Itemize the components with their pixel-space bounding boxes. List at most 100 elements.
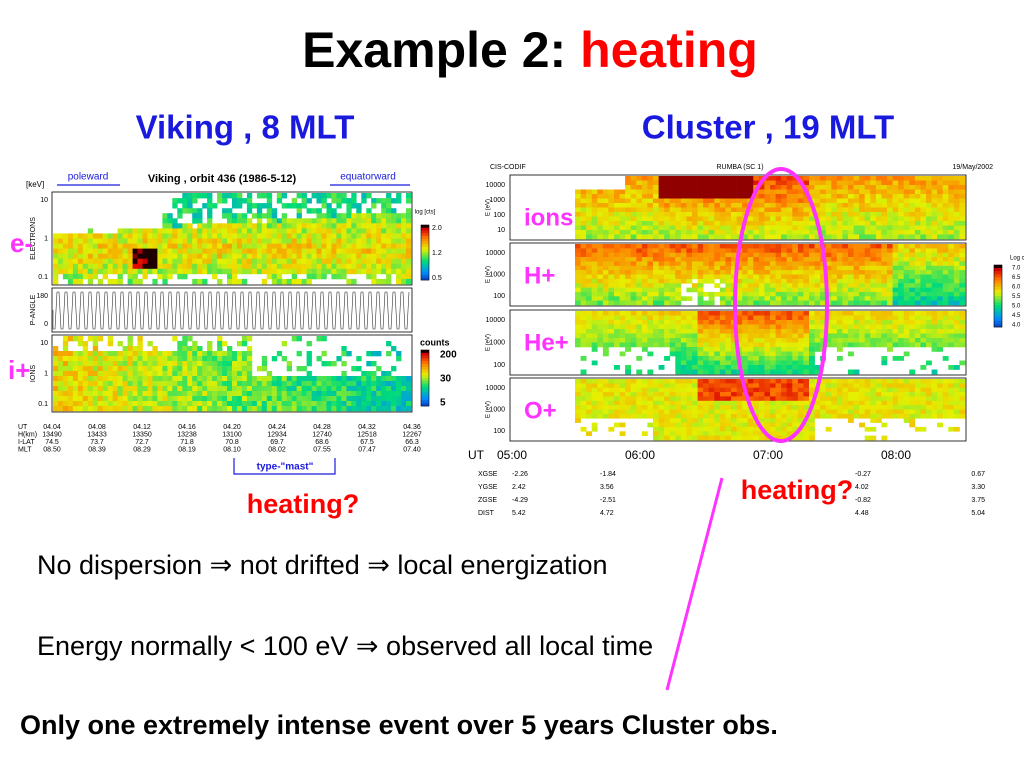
spectrogram-cell — [386, 341, 391, 346]
spectrogram-cell — [581, 396, 587, 401]
spectrogram-cell — [148, 259, 153, 264]
spectrogram-cell — [770, 316, 776, 321]
spectrogram-cell — [586, 379, 592, 384]
spectrogram-cell — [581, 212, 587, 217]
spectrogram-cell — [597, 311, 603, 316]
table-cell: 66.3 — [405, 439, 419, 446]
spectrogram-cell — [670, 199, 676, 204]
spectrogram-cell — [703, 203, 709, 208]
spectrogram-cell — [182, 228, 187, 233]
spectrogram-cell — [770, 235, 776, 240]
spectrogram-cell — [720, 365, 726, 370]
spectrogram-cell — [893, 212, 899, 217]
spectrogram-cell — [898, 301, 904, 306]
spectrogram-cell — [731, 176, 737, 181]
spectrogram-cell — [625, 244, 631, 249]
spectrogram-cell — [781, 181, 787, 186]
spectrogram-cell — [659, 203, 665, 208]
spectrogram-cell — [272, 396, 277, 401]
spectrogram-cell — [187, 386, 192, 391]
spectrogram-cell — [787, 334, 793, 339]
spectrogram-cell — [698, 361, 704, 366]
spectrogram-cell — [854, 181, 860, 186]
spectrogram-cell — [366, 208, 371, 213]
spectrogram-cell — [202, 401, 207, 406]
spectrogram-cell — [197, 279, 202, 284]
spectrogram-cell — [267, 239, 272, 244]
spectrogram-cell — [937, 199, 943, 204]
spectrogram-cell — [282, 341, 287, 346]
spectrogram-cell — [307, 391, 312, 396]
spectrogram-cell — [312, 386, 317, 391]
spectrogram-cell — [608, 275, 614, 280]
spectrogram-cell — [257, 223, 262, 228]
spectrogram-cell — [297, 386, 302, 391]
spectrogram-cell — [742, 365, 748, 370]
spectrogram-cell — [371, 203, 376, 208]
spectrogram-cell — [620, 279, 626, 284]
spectrogram-cell — [642, 221, 648, 226]
spectrogram-cell — [73, 406, 78, 411]
spectrogram-cell — [631, 261, 637, 266]
spectrogram-cell — [592, 279, 598, 284]
spectrogram-cell — [692, 401, 698, 406]
spectrogram-cell — [78, 233, 83, 238]
spectrogram-cell — [842, 283, 848, 288]
spectrogram-cell — [848, 208, 854, 213]
spectrogram-cell — [361, 376, 366, 381]
spectrogram-cell — [776, 181, 782, 186]
y-tick-label: 0 — [44, 321, 48, 328]
spectrogram-cell — [93, 249, 98, 254]
spectrogram-cell — [212, 264, 217, 269]
spectrogram-cell — [631, 194, 637, 199]
spectrogram-cell — [322, 361, 327, 366]
spectrogram-cell — [614, 296, 620, 301]
spectrogram-cell — [396, 406, 401, 411]
spectrogram-cell — [227, 213, 232, 218]
spectrogram-cell — [932, 288, 938, 293]
spectrogram-cell — [803, 248, 809, 253]
spectrogram-cell — [876, 199, 882, 204]
spectrogram-cell — [937, 221, 943, 226]
spectrogram-cell — [620, 266, 626, 271]
spectrogram-cell — [898, 325, 904, 330]
spectrogram-cell — [898, 226, 904, 231]
spectrogram-cell — [292, 223, 297, 228]
spectrogram-cell — [133, 274, 138, 279]
spectrogram-cell — [714, 283, 720, 288]
spectrogram-cell — [876, 261, 882, 266]
spectrogram-cell — [698, 292, 704, 297]
spectrogram-cell — [312, 208, 317, 213]
spectrogram-cell — [959, 283, 965, 288]
spectrogram-cell — [182, 233, 187, 238]
spectrogram-cell — [167, 396, 172, 401]
spectrogram-cell — [647, 190, 653, 195]
spectrogram-cell — [670, 423, 676, 428]
spectrogram-cell — [282, 233, 287, 238]
spectrogram-cell — [93, 336, 98, 341]
spectrogram-cell — [167, 249, 172, 254]
spectrogram-cell — [848, 185, 854, 190]
spectrogram-cell — [307, 381, 312, 386]
spectrogram-cell — [307, 218, 312, 223]
spectrogram-cell — [73, 254, 78, 259]
spectrogram-cell — [608, 405, 614, 410]
spectrogram-cell — [686, 383, 692, 388]
spectrogram-cell — [664, 320, 670, 325]
spectrogram-cell — [631, 208, 637, 213]
spectrogram-cell — [123, 401, 128, 406]
spectrogram-cell — [351, 381, 356, 386]
spectrogram-cell — [133, 366, 138, 371]
spectrogram-cell — [603, 199, 609, 204]
spectrogram-cell — [88, 366, 93, 371]
spectrogram-cell — [887, 235, 893, 240]
spectrogram-cell — [692, 356, 698, 361]
spectrogram-cell — [737, 311, 743, 316]
spectrogram-cell — [725, 185, 731, 190]
spectrogram-cell — [267, 244, 272, 249]
spectrogram-cell — [664, 418, 670, 423]
spectrogram-cell — [406, 228, 411, 233]
spectrogram-cell — [207, 406, 212, 411]
spectrogram-cell — [581, 405, 587, 410]
spectrogram-cell — [351, 366, 356, 371]
